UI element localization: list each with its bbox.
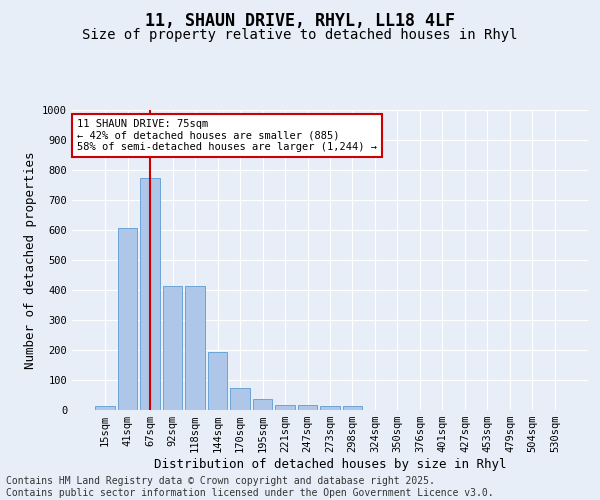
Bar [275, 405, 295, 410]
Bar [185, 286, 205, 410]
Text: 11 SHAUN DRIVE: 75sqm
← 42% of detached houses are smaller (885)
58% of semi-det: 11 SHAUN DRIVE: 75sqm ← 42% of detached … [77, 119, 377, 152]
X-axis label: Distribution of detached houses by size in Rhyl: Distribution of detached houses by size … [154, 458, 506, 471]
Bar [118, 228, 137, 410]
Text: 11, SHAUN DRIVE, RHYL, LL18 4LF: 11, SHAUN DRIVE, RHYL, LL18 4LF [145, 12, 455, 30]
Bar [253, 398, 272, 410]
Bar [208, 352, 227, 410]
Text: Contains HM Land Registry data © Crown copyright and database right 2025.
Contai: Contains HM Land Registry data © Crown c… [6, 476, 494, 498]
Text: Size of property relative to detached houses in Rhyl: Size of property relative to detached ho… [82, 28, 518, 42]
Bar [343, 406, 362, 410]
Y-axis label: Number of detached properties: Number of detached properties [23, 151, 37, 369]
Bar [298, 405, 317, 410]
Bar [140, 178, 160, 410]
Bar [163, 286, 182, 410]
Bar [95, 406, 115, 410]
Bar [230, 388, 250, 410]
Bar [320, 406, 340, 410]
